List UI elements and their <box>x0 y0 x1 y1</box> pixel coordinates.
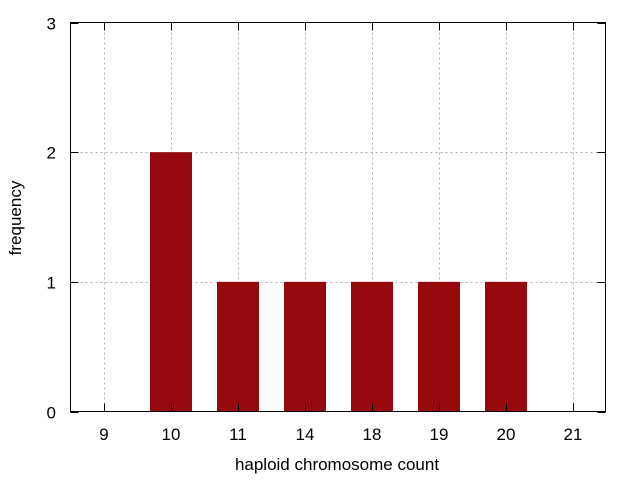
x-tick-label: 18 <box>363 425 382 444</box>
bars <box>150 152 527 412</box>
bar-11 <box>217 281 259 412</box>
bar-18 <box>351 281 393 412</box>
plot-frame <box>70 22 606 412</box>
bar-20 <box>485 281 527 412</box>
x-tick-label: 10 <box>162 425 181 444</box>
x-tick-label: 9 <box>99 425 108 444</box>
x-tick-label: 20 <box>497 425 516 444</box>
y-axis: 0 1 2 3 <box>47 15 606 423</box>
y-axis-title: frequency <box>6 180 25 255</box>
bar-10 <box>150 152 192 412</box>
bar-14 <box>284 281 326 412</box>
y-tick-label: 2 <box>47 144 56 163</box>
x-axis-title: haploid chromosome count <box>235 455 439 474</box>
x-tick-label: 11 <box>229 425 247 444</box>
x-tick-label: 21 <box>564 425 583 444</box>
x-axis: 9 10 11 14 18 19 20 21 <box>99 22 583 444</box>
bar-19 <box>418 281 460 412</box>
x-tick-label: 14 <box>296 425 315 444</box>
y-tick-label: 1 <box>47 274 56 293</box>
y-tick-label: 3 <box>47 15 56 34</box>
x-tick-label: 19 <box>430 425 449 444</box>
y-tick-label: 0 <box>47 404 56 423</box>
